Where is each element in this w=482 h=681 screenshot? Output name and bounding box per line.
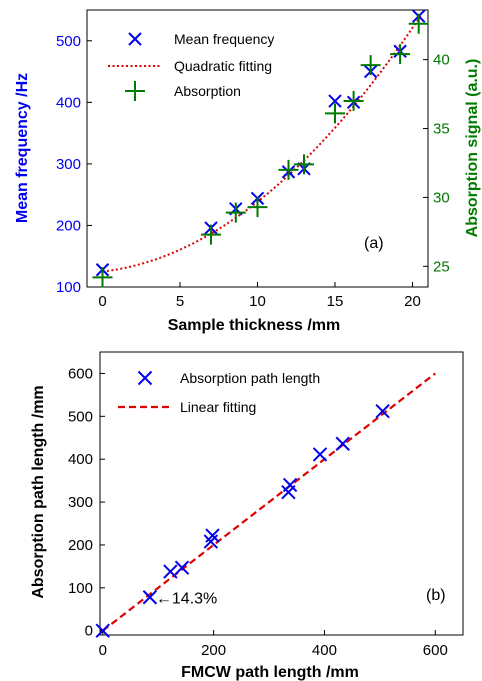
x-tick-label-b: 200 [201,642,226,659]
x-tick-label-b: 600 [423,642,448,659]
y2-tick-label-a: 35 [433,121,450,138]
legend-b: Absorption path length Linear fitting [118,370,320,415]
absorption-path-length-point [163,564,178,579]
y2-axis-label-a: Absorption signal (a.u.) [464,59,481,238]
legend-plus-glyph [125,81,145,101]
absorption-point [325,103,345,124]
x-tick-label-a: 0 [98,293,106,310]
legend-marker-absorption-path-length [137,370,153,386]
legend-a: Mean frequency Quadratic fitting Absorpt… [108,31,274,101]
x-tick-label-b: 0 [99,642,107,659]
y2-tick-label-a: 40 [433,52,450,69]
absorption-point [408,13,429,34]
absorption-point [225,202,246,223]
absorption-path-length-point [375,403,390,419]
legend-label-mean-frequency: Mean frequency [174,31,274,47]
y-tick-label-b: 500 [68,408,93,425]
absorption-path-length-point [142,590,158,605]
y-tick-label-a: 400 [56,94,81,111]
absorption-path-length-point [174,560,190,575]
y2-tick-label-a: 25 [433,258,450,275]
absorption-point [247,197,268,218]
y-tick-label-a: 300 [56,156,81,173]
absorption-point [201,224,221,245]
chart-b: 0 100 200 300 400 500 600 0 200 400 600 Absorptio… [30,351,464,681]
y2-tick-label-a: 30 [433,189,450,206]
x-tick-label-a: 5 [176,293,184,310]
y-tick-label-a: 200 [56,217,81,234]
chart-a: 100 200 300 400 500 25 30 35 40 0 5 10 15 20 Mean f… [14,9,481,334]
x-axis-label-b: FMCW path length /mm [181,664,359,681]
absorption-point [360,55,381,76]
legend-marker-mean-frequency [128,32,142,46]
quadratic-fit-line [102,13,423,273]
x-tick-label-a: 20 [404,293,421,310]
y-tick-label-b: 0 [85,623,93,640]
legend-x-glyph [137,370,153,386]
absorption-path-length-point [205,528,220,543]
x-tick-label-a: 10 [249,293,266,310]
panel-label-b: (b) [426,587,446,604]
mean-frequency-point [328,94,342,108]
annotation-14-3-percent: ←14.3% [156,590,217,607]
linear-fit-line [102,372,436,632]
legend-label-linear-fitting: Linear fitting [180,399,256,415]
absorption-point [92,267,113,288]
legend-label-absorption: Absorption [174,83,241,99]
absorption-path-length-point [335,436,350,451]
absorption-point [294,154,314,175]
legend-x-glyph [128,32,142,46]
legend-marker-absorption [125,81,145,101]
legend-label-absorption-path-length: Absorption path length [180,370,320,386]
y-axis-label-b: Absorption path length /mm [30,385,47,598]
y-tick-label-b: 200 [68,537,93,554]
y-tick-label-b: 600 [68,365,93,382]
legend-label-quadratic-fitting: Quadratic fitting [174,58,272,74]
y-tick-label-a: 500 [56,33,81,50]
absorption-path-length-point [282,477,298,493]
y-tick-label-b: 100 [68,580,93,597]
y-tick-label-a: 100 [56,279,81,296]
absorption-point [278,159,299,180]
x-tick-label-a: 15 [327,293,344,310]
absorption-point [390,44,411,65]
x-axis-label-a: Sample thickness /mm [168,317,341,334]
plot-area-b [99,351,464,636]
x-tick-label-b: 400 [312,642,337,659]
y-tick-label-b: 300 [68,494,93,511]
y-axis-label-a: Mean frequency /Hz [14,73,31,223]
y-tick-label-b: 400 [68,451,93,468]
absorption-path-length-point [95,623,110,638]
absorption-point [343,90,364,111]
panel-label-a: (a) [364,235,384,252]
absorption-path-length-point [312,447,328,462]
